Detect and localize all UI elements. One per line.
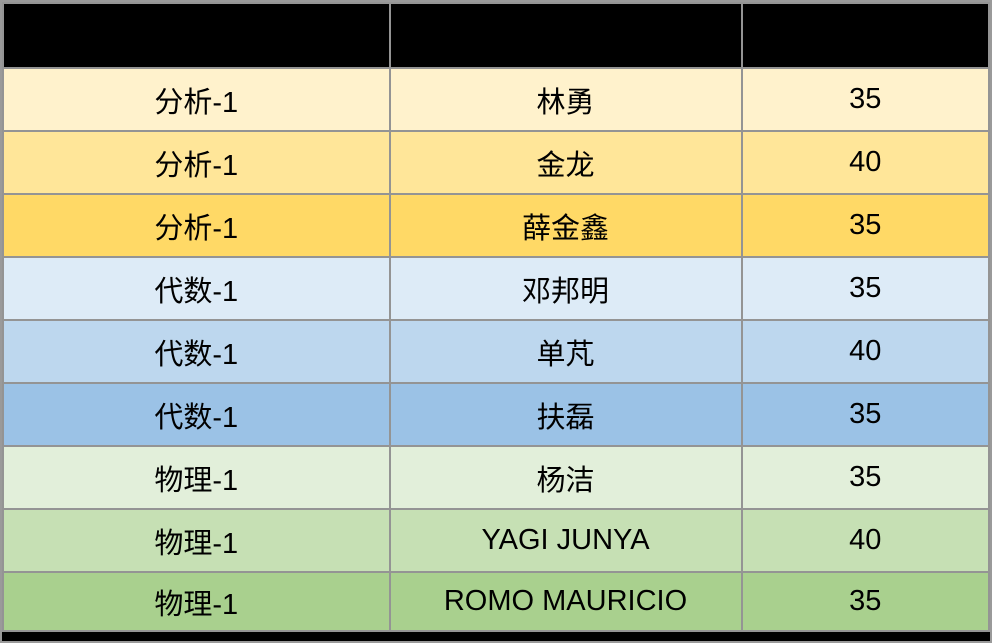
table-row: 分析-1 林勇 35: [2, 67, 990, 132]
table-row: 分析-1 金龙 40: [2, 130, 990, 195]
table-row: 代数-1 邓邦明 35: [2, 256, 990, 321]
hours-cell[interactable]: 35: [740, 382, 990, 447]
course-cell[interactable]: 物理-1: [2, 571, 391, 632]
header-row: [2, 2, 990, 69]
hours-cell[interactable]: 40: [740, 319, 990, 384]
teacher-cell[interactable]: 薛金鑫: [388, 193, 743, 258]
course-cell[interactable]: 代数-1: [2, 319, 391, 384]
teacher-cell[interactable]: ROMO MAURICIO: [388, 571, 743, 632]
teacher-cell[interactable]: YAGI JUNYA: [388, 508, 743, 573]
header-cell-teacher: [388, 2, 743, 69]
hours-cell[interactable]: 35: [740, 445, 990, 510]
course-cell[interactable]: 物理-1: [2, 445, 391, 510]
hours-cell[interactable]: 40: [740, 130, 990, 195]
table-row: 物理-1 YAGI JUNYA 40: [2, 508, 990, 573]
table-row: 物理-1 杨洁 35: [2, 445, 990, 510]
teacher-cell[interactable]: 杨洁: [388, 445, 743, 510]
data-table: 分析-1 林勇 35 分析-1 金龙 40 分析-1 薛金鑫 35 代数-1 邓…: [2, 2, 990, 632]
header-cell-hours: [740, 2, 990, 69]
hours-cell[interactable]: 35: [740, 571, 990, 632]
course-cell[interactable]: 分析-1: [2, 193, 391, 258]
teacher-cell[interactable]: 邓邦明: [388, 256, 743, 321]
table-row: 代数-1 扶磊 35: [2, 382, 990, 447]
hours-cell[interactable]: 40: [740, 508, 990, 573]
table-row: 物理-1 ROMO MAURICIO 35: [2, 571, 990, 632]
teacher-cell[interactable]: 扶磊: [388, 382, 743, 447]
course-cell[interactable]: 分析-1: [2, 67, 391, 132]
hours-cell[interactable]: 35: [740, 256, 990, 321]
course-cell[interactable]: 分析-1: [2, 130, 391, 195]
teacher-cell[interactable]: 林勇: [388, 67, 743, 132]
table-row: 代数-1 单芃 40: [2, 319, 990, 384]
course-cell[interactable]: 物理-1: [2, 508, 391, 573]
table-row: 分析-1 薛金鑫 35: [2, 193, 990, 258]
teacher-cell[interactable]: 单芃: [388, 319, 743, 384]
course-cell[interactable]: 代数-1: [2, 256, 391, 321]
teacher-cell[interactable]: 金龙: [388, 130, 743, 195]
bottom-black-bar: [2, 632, 990, 641]
hours-cell[interactable]: 35: [740, 67, 990, 132]
course-cell[interactable]: 代数-1: [2, 382, 391, 447]
header-cell-course: [2, 2, 391, 69]
hours-cell[interactable]: 35: [740, 193, 990, 258]
